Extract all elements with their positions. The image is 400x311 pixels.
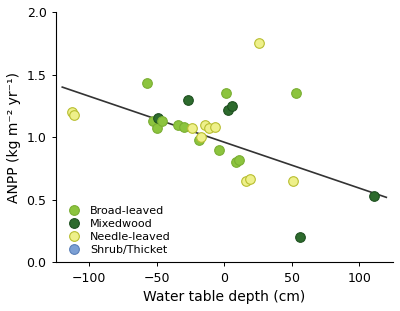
Point <box>144 81 150 86</box>
Point <box>206 126 213 131</box>
Point <box>68 110 75 115</box>
Point <box>71 112 78 117</box>
Point <box>212 125 218 130</box>
Point <box>196 137 202 142</box>
Point <box>222 91 229 96</box>
Point <box>216 147 222 152</box>
Point <box>256 41 262 46</box>
Point <box>154 126 160 131</box>
Point <box>202 122 208 127</box>
Legend: Broad-leaved, Mixedwood, Needle-leaved, Shrub/Thicket: Broad-leaved, Mixedwood, Needle-leaved, … <box>61 204 173 257</box>
Point <box>150 118 156 123</box>
Point <box>290 179 296 183</box>
Point <box>293 91 299 96</box>
Point <box>175 122 182 127</box>
Point <box>233 160 240 165</box>
Point <box>236 157 242 162</box>
Point <box>297 235 303 240</box>
Point <box>247 176 253 181</box>
Point <box>198 135 204 140</box>
Y-axis label: ANPP (kg m⁻² yr⁻¹): ANPP (kg m⁻² yr⁻¹) <box>7 72 21 203</box>
Point <box>229 103 236 108</box>
Point <box>155 116 161 121</box>
Point <box>243 179 249 183</box>
Point <box>371 193 377 198</box>
Point <box>180 125 187 130</box>
Point <box>225 107 232 112</box>
Point <box>189 126 195 131</box>
Point <box>185 97 191 102</box>
Point <box>159 118 165 123</box>
X-axis label: Water table depth (cm): Water table depth (cm) <box>143 290 306 304</box>
